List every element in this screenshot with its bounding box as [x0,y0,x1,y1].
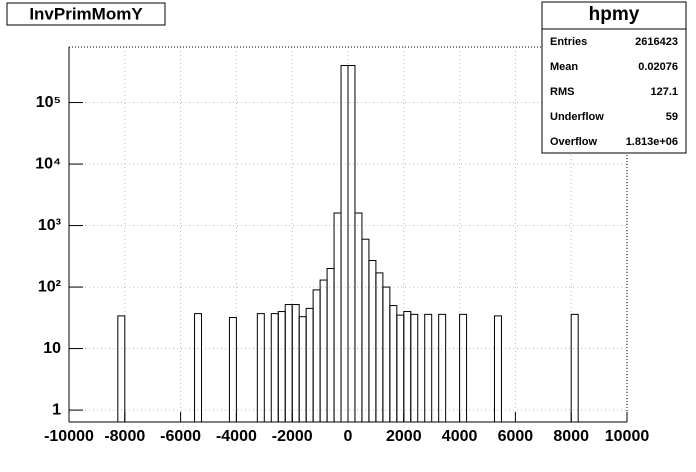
stats-title: hpmy [589,4,640,25]
stats-value: 59 [666,111,678,123]
stats-label: Overflow [550,136,598,148]
bar [277,311,286,423]
bar [326,268,335,423]
stats-value: 127.1 [650,86,678,98]
stats-box [541,1,687,154]
stats-label: Mean [550,61,578,73]
x-tick-label: 4000 [442,428,478,445]
y-tick-label: 10 [43,340,61,357]
bar [375,272,384,423]
bar [347,65,356,423]
y-tick-label: 10⁵ [36,94,61,111]
x-tick-label: -10000 [44,428,94,445]
bar [424,313,433,423]
bar [117,315,126,423]
bar [382,286,391,423]
bar [368,260,377,423]
stats-label: Underflow [550,111,604,123]
bar [298,316,307,423]
bar [228,317,237,423]
stats-value: 0.02076 [638,61,678,73]
bar [493,315,502,423]
x-tick-label: 10000 [605,428,650,445]
bar [305,307,314,423]
x-tick-label: 0 [344,428,353,445]
bar [354,212,363,423]
title-box [6,2,166,26]
bar [333,212,342,423]
stats-value: 1.813e+06 [626,136,678,148]
x-tick-label: 6000 [498,428,534,445]
stats-value: 2616423 [635,36,678,48]
bar [459,313,468,423]
y-tick-label: 1 [52,401,61,418]
bar [403,311,412,423]
bar [270,313,279,423]
x-tick-label: -8000 [104,428,145,445]
bar [570,313,579,423]
stats-label: Entries [550,36,587,48]
x-tick-label: 2000 [386,428,422,445]
x-tick-label: 8000 [553,428,589,445]
x-tick-label: -2000 [272,428,313,445]
bar [389,305,398,423]
bar [319,279,328,423]
y-tick-label: 10³ [38,217,61,234]
bar [256,313,265,423]
y-tick-label: 10² [38,278,61,295]
chart-title: InvPrimMomY [29,4,143,23]
y-tick-label: 10⁴ [35,155,61,172]
x-tick-label: -6000 [160,428,201,445]
bar [396,314,405,423]
bar [361,238,370,423]
bar [438,313,447,423]
bar [312,289,321,423]
bar [410,313,419,423]
x-tick-label: -4000 [216,428,257,445]
bar [340,65,349,423]
bar [194,313,203,423]
stats-label: RMS [550,86,574,98]
bar [291,304,300,423]
bar [284,304,293,423]
